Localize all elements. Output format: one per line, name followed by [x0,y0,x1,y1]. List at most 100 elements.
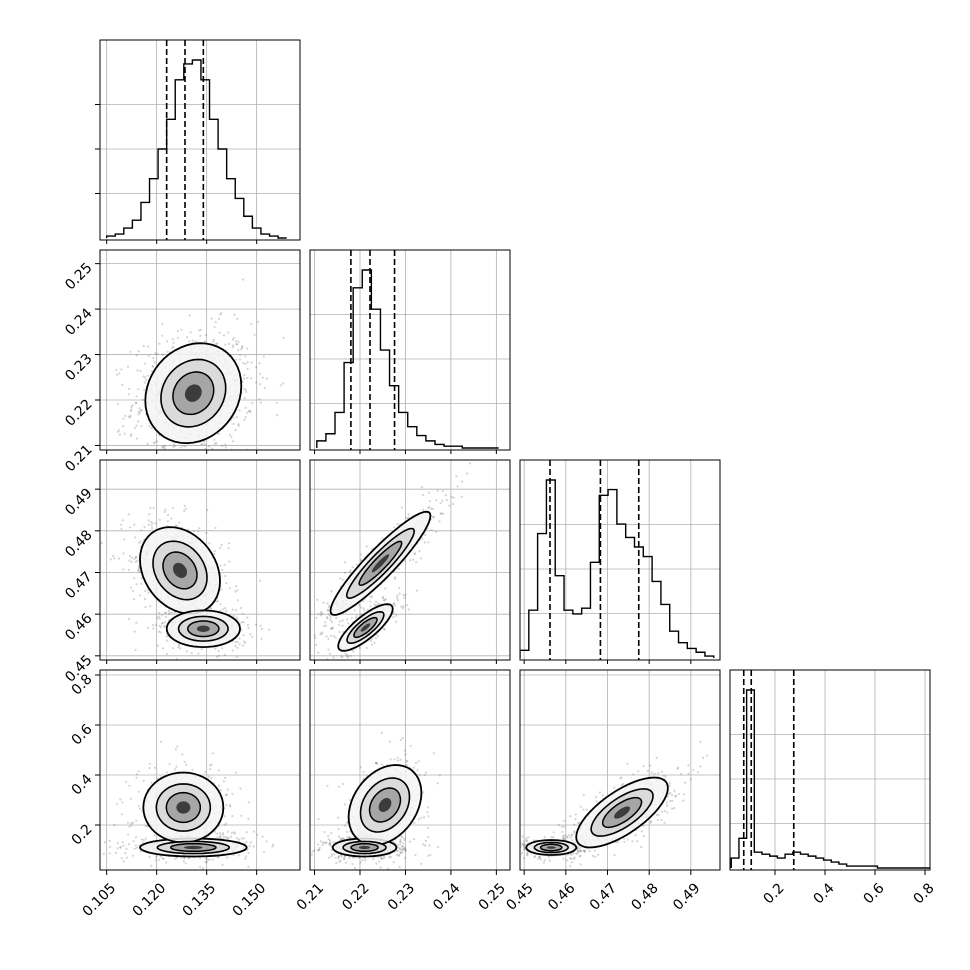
sample-point [161,857,164,860]
sample-point [344,652,347,655]
sample-point [580,850,583,853]
sample-point [322,601,325,604]
sample-point [282,336,285,339]
sample-point [370,595,374,598]
sample-point [173,455,175,457]
sample-point [120,527,123,530]
sample-point [135,776,138,779]
sample-point [576,846,579,849]
sample-point [251,402,254,405]
sample-point [538,856,542,859]
sample-point [430,528,433,532]
sample-point [132,589,135,593]
sample-point [183,857,186,860]
sample-point [247,801,250,804]
sample-point [232,416,235,419]
sample-point [351,856,354,859]
sample-point [171,346,174,349]
sample-point [138,807,141,810]
sample-point [505,847,507,849]
sample-point [583,850,586,853]
sample-point [249,633,252,636]
sample-point [127,843,131,846]
sample-point [370,643,374,647]
sample-point [183,760,186,763]
sample-point [523,848,526,851]
sample-point [222,334,225,337]
sample-point [374,600,378,603]
sample-point [184,862,187,865]
sample-point [222,608,225,611]
sample-point [450,495,453,499]
sample-point [392,602,395,606]
sample-point [382,596,385,599]
sample-point [562,836,565,839]
histogram-step [105,59,287,239]
sample-point [244,855,248,858]
sample-point [348,836,351,839]
sample-point [400,506,404,509]
sample-point [208,768,212,771]
sample-point [572,852,575,855]
sample-point [413,821,416,825]
sample-point [191,768,194,772]
sample-point [194,340,197,343]
sample-point [133,557,136,561]
sample-point [220,469,222,471]
sample-point [326,616,329,619]
sample-point [431,507,434,510]
sample-point [226,856,229,859]
sample-point [218,654,221,657]
sample-point [364,859,367,862]
sample-point [152,364,155,367]
sample-point [526,854,529,857]
sample-point [436,489,439,492]
sample-point [228,342,231,346]
sample-point [345,655,349,658]
sample-point [212,340,215,343]
sample-point [164,474,166,476]
density-contour [173,562,187,578]
sample-point [346,836,349,839]
sample-point [224,574,227,578]
sample-point [440,512,443,515]
sample-point [148,425,151,428]
sample-point [362,607,365,610]
sample-point [402,848,405,851]
sample-point [412,558,415,561]
sample-point [387,867,390,870]
sample-point [400,605,403,608]
sample-point [214,321,217,324]
sample-point [205,531,208,535]
sample-point [127,393,130,396]
sample-point [239,354,242,357]
sample-point [235,609,238,612]
sample-point [160,740,163,744]
sample-point [268,628,271,631]
sample-point [441,489,444,493]
sample-point [140,838,144,841]
sample-point [326,609,329,612]
sample-point [275,401,278,404]
sample-point [424,844,427,847]
sample-point [401,845,404,848]
sample-point [241,345,244,348]
sample-point [233,831,236,834]
sample-point [279,384,282,387]
sample-point [353,856,357,859]
sample-point [221,863,224,867]
sample-point [401,607,404,610]
sample-point [537,857,540,860]
sample-point [319,612,322,615]
sample-point [441,499,444,502]
sample-point [121,383,124,386]
sample-point [583,849,586,852]
sample-point [174,748,177,751]
sample-point [224,607,227,610]
sample-point [226,788,229,791]
sample-point [145,378,148,381]
sample-point [420,816,423,819]
sample-point [340,837,343,841]
sample-point [561,830,564,834]
sample-point [400,848,403,852]
